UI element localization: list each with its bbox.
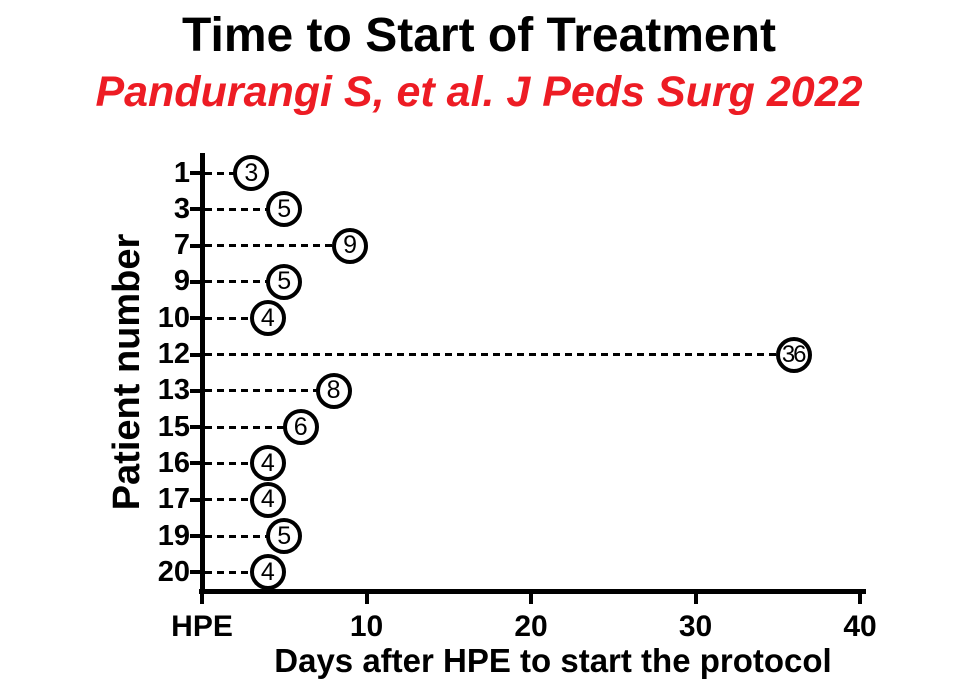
data-point-circle: 9 — [332, 227, 369, 264]
connector-line — [205, 498, 254, 502]
y-axis-tick — [190, 425, 200, 430]
x-axis-line — [199, 588, 866, 594]
chart-subtitle-citation: Pandurangi S, et al. J Peds Surg 2022 — [95, 68, 863, 116]
y-axis-tick-label: 9 — [173, 265, 190, 298]
connector-line — [205, 316, 254, 320]
connector-line — [205, 280, 271, 284]
y-axis-tick — [190, 534, 200, 538]
data-point-circle: 5 — [266, 191, 303, 228]
y-axis-tick-label: 1 — [173, 156, 190, 189]
x-axis-tick — [858, 593, 862, 604]
data-point-circle: 4 — [249, 554, 286, 591]
x-axis-tick — [364, 593, 369, 604]
y-axis-tick-label: 17 — [157, 483, 190, 516]
data-point-circle: 4 — [249, 300, 286, 337]
y-axis-tick — [190, 497, 200, 502]
connector-line — [205, 171, 238, 175]
y-axis-line — [199, 153, 205, 593]
x-axis-tick-label: 40 — [843, 610, 877, 643]
y-axis-tick — [190, 388, 200, 393]
y-axis-tick-label: 19 — [157, 519, 190, 552]
connector-line — [205, 570, 254, 574]
x-axis-tick-label: HPE — [171, 610, 233, 643]
y-axis-tick-label: 10 — [157, 301, 190, 334]
y-axis-tick — [190, 461, 200, 466]
data-point-circle: 6 — [282, 409, 319, 446]
data-point-circle: 5 — [266, 518, 303, 554]
x-axis-title: Days after HPE to start the protocol — [274, 642, 832, 679]
y-axis-tick — [190, 243, 200, 248]
y-axis-tick-label: 12 — [157, 338, 190, 370]
x-axis-tick-label: 10 — [349, 610, 384, 643]
data-point-circle: 36 — [776, 336, 813, 373]
data-point-circle: 8 — [315, 372, 352, 409]
y-axis-tick — [190, 352, 200, 357]
x-axis-tick — [693, 593, 698, 604]
y-axis-tick — [190, 570, 200, 575]
y-axis-tick-label: 7 — [173, 229, 190, 262]
y-axis-tick-label: 20 — [157, 555, 190, 588]
data-point-circle: 5 — [266, 263, 303, 300]
chart-title: Time to Start of Treatment — [182, 9, 776, 62]
y-axis-tick-label: 16 — [157, 446, 190, 479]
connector-line — [205, 425, 287, 429]
y-axis-tick-label: 13 — [157, 374, 190, 407]
data-point-circle: 4 — [249, 481, 286, 518]
connector-line — [205, 461, 254, 465]
connector-line — [205, 353, 781, 356]
connector-line — [205, 207, 271, 211]
y-axis-tick — [190, 316, 200, 321]
x-axis-tick — [529, 593, 533, 604]
data-point-circle: 4 — [249, 445, 286, 482]
y-axis-tick-label: 3 — [173, 192, 190, 225]
y-axis-tick — [190, 279, 200, 284]
data-point-circle: 3 — [233, 155, 270, 191]
x-axis-tick — [200, 593, 204, 604]
y-axis-tick — [190, 207, 200, 212]
x-axis-tick-label: 30 — [678, 610, 713, 643]
y-axis-tick — [190, 171, 200, 175]
y-axis-tick-label: 15 — [157, 410, 190, 443]
connector-line — [205, 244, 337, 248]
connector-line — [205, 389, 320, 393]
x-axis-tick-label: 20 — [514, 610, 548, 643]
connector-line — [205, 534, 271, 538]
